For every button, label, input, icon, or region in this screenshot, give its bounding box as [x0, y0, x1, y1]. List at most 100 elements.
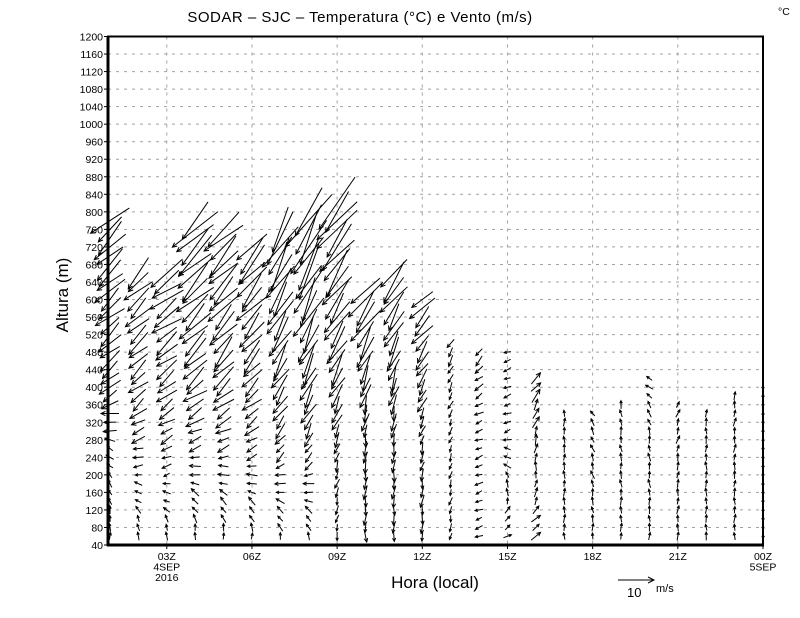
arrowhead-icon [733, 390, 737, 395]
arrowhead-icon [246, 464, 251, 469]
arrowhead-icon [162, 499, 167, 503]
arrowhead-icon [590, 452, 595, 457]
wind-vector [278, 531, 283, 540]
arrowhead-icon [271, 246, 277, 253]
y-tick-label: 280 [85, 435, 103, 447]
wind-vector [328, 326, 346, 362]
wind-vector [448, 453, 453, 463]
arrowhead-icon [562, 496, 566, 501]
wind-vector [325, 279, 349, 320]
arrowhead-icon [326, 251, 332, 258]
wind-vector [619, 399, 623, 409]
arrowhead-icon [363, 528, 368, 534]
arrowhead-icon [473, 412, 478, 416]
arrowhead-icon [190, 481, 195, 485]
arrowhead-icon [299, 395, 305, 402]
wind-vector [562, 479, 567, 487]
wind-vector [647, 514, 651, 522]
arrowhead-icon [419, 415, 424, 421]
wind-vector [474, 375, 484, 381]
arrowhead-icon [448, 414, 452, 419]
arrowhead-icon [676, 434, 681, 439]
wind-vector [475, 392, 483, 400]
arrowhead-icon [158, 414, 165, 421]
arrowhead-icon [562, 505, 566, 510]
arrowhead-icon [390, 426, 396, 433]
wind-vector [676, 444, 680, 452]
wind-vector [181, 201, 209, 241]
arrowhead-icon [330, 380, 336, 387]
arrowhead-icon [415, 370, 422, 377]
arrowhead-icon [302, 481, 307, 486]
wind-vector [335, 497, 339, 507]
y-tick-label: 680 [85, 259, 103, 271]
arrowhead-icon [448, 458, 453, 463]
wind-vector [216, 472, 230, 477]
arrowhead-icon [128, 349, 134, 356]
wind-vector [647, 434, 652, 444]
wind-vector [387, 303, 400, 332]
arrowhead-icon [218, 481, 223, 486]
wind-vector [193, 531, 197, 541]
arrowhead-icon [647, 514, 651, 519]
arrowhead-icon [535, 407, 540, 413]
wind-vector [243, 348, 260, 375]
wind-vector [474, 365, 484, 375]
wind-vector [305, 514, 312, 522]
arrowhead-icon [419, 450, 425, 456]
vector-legend: 10 m/s [618, 576, 674, 600]
grid-lines [108, 36, 763, 545]
arrowhead-icon [448, 492, 453, 497]
wind-vector [272, 374, 288, 401]
arrowhead-icon [208, 273, 214, 279]
arrowhead-icon [414, 331, 420, 338]
wind-vector [246, 464, 257, 469]
arrowhead-icon [323, 327, 330, 334]
arrowhead-icon [160, 405, 166, 412]
arrowhead-icon [333, 432, 339, 439]
wind-vector [299, 211, 318, 266]
wind-vector [704, 523, 708, 531]
arrowhead-icon [128, 413, 135, 419]
arrowhead-icon [238, 279, 244, 286]
arrowhead-icon [155, 374, 162, 381]
arrowhead-icon [447, 379, 452, 384]
wind-vector [334, 478, 340, 490]
wind-vector [326, 219, 348, 258]
arrowhead-icon [646, 392, 651, 397]
arrowhead-icon [647, 488, 652, 493]
arrowhead-icon [534, 470, 538, 475]
wind-vector [532, 505, 540, 515]
wind-vector [733, 513, 737, 523]
wind-vector [155, 326, 177, 343]
wind-vector [732, 531, 737, 540]
arrowhead-icon [271, 358, 278, 365]
arrowhead-icon [243, 359, 249, 366]
arrowhead-icon [130, 374, 136, 381]
wind-vector [534, 470, 538, 479]
arrowhead-icon [316, 234, 322, 241]
arrowhead-icon [326, 358, 332, 365]
arrowhead-icon [299, 259, 305, 266]
wind-vector [188, 463, 201, 469]
arrowhead-icon [362, 409, 368, 416]
arrowhead-icon [212, 405, 219, 411]
wind-vector [161, 463, 172, 469]
wind-vector [212, 310, 235, 342]
wind-vector [183, 337, 207, 368]
wind-vector [415, 363, 429, 377]
wind-vector [447, 374, 454, 384]
wind-vector [448, 506, 453, 515]
wind-vector [127, 381, 149, 394]
wind-vector [704, 452, 708, 461]
arrowhead-icon [155, 361, 162, 367]
arrowhead-icon [676, 530, 680, 536]
wind-vector [245, 437, 258, 443]
wind-vector [562, 531, 566, 540]
arrowhead-icon [153, 288, 160, 295]
arrowhead-icon [96, 285, 103, 291]
wind-vector [101, 360, 118, 380]
arrowhead-icon [362, 451, 368, 458]
arrowhead-icon [149, 304, 156, 310]
arrowhead-icon [475, 352, 480, 357]
